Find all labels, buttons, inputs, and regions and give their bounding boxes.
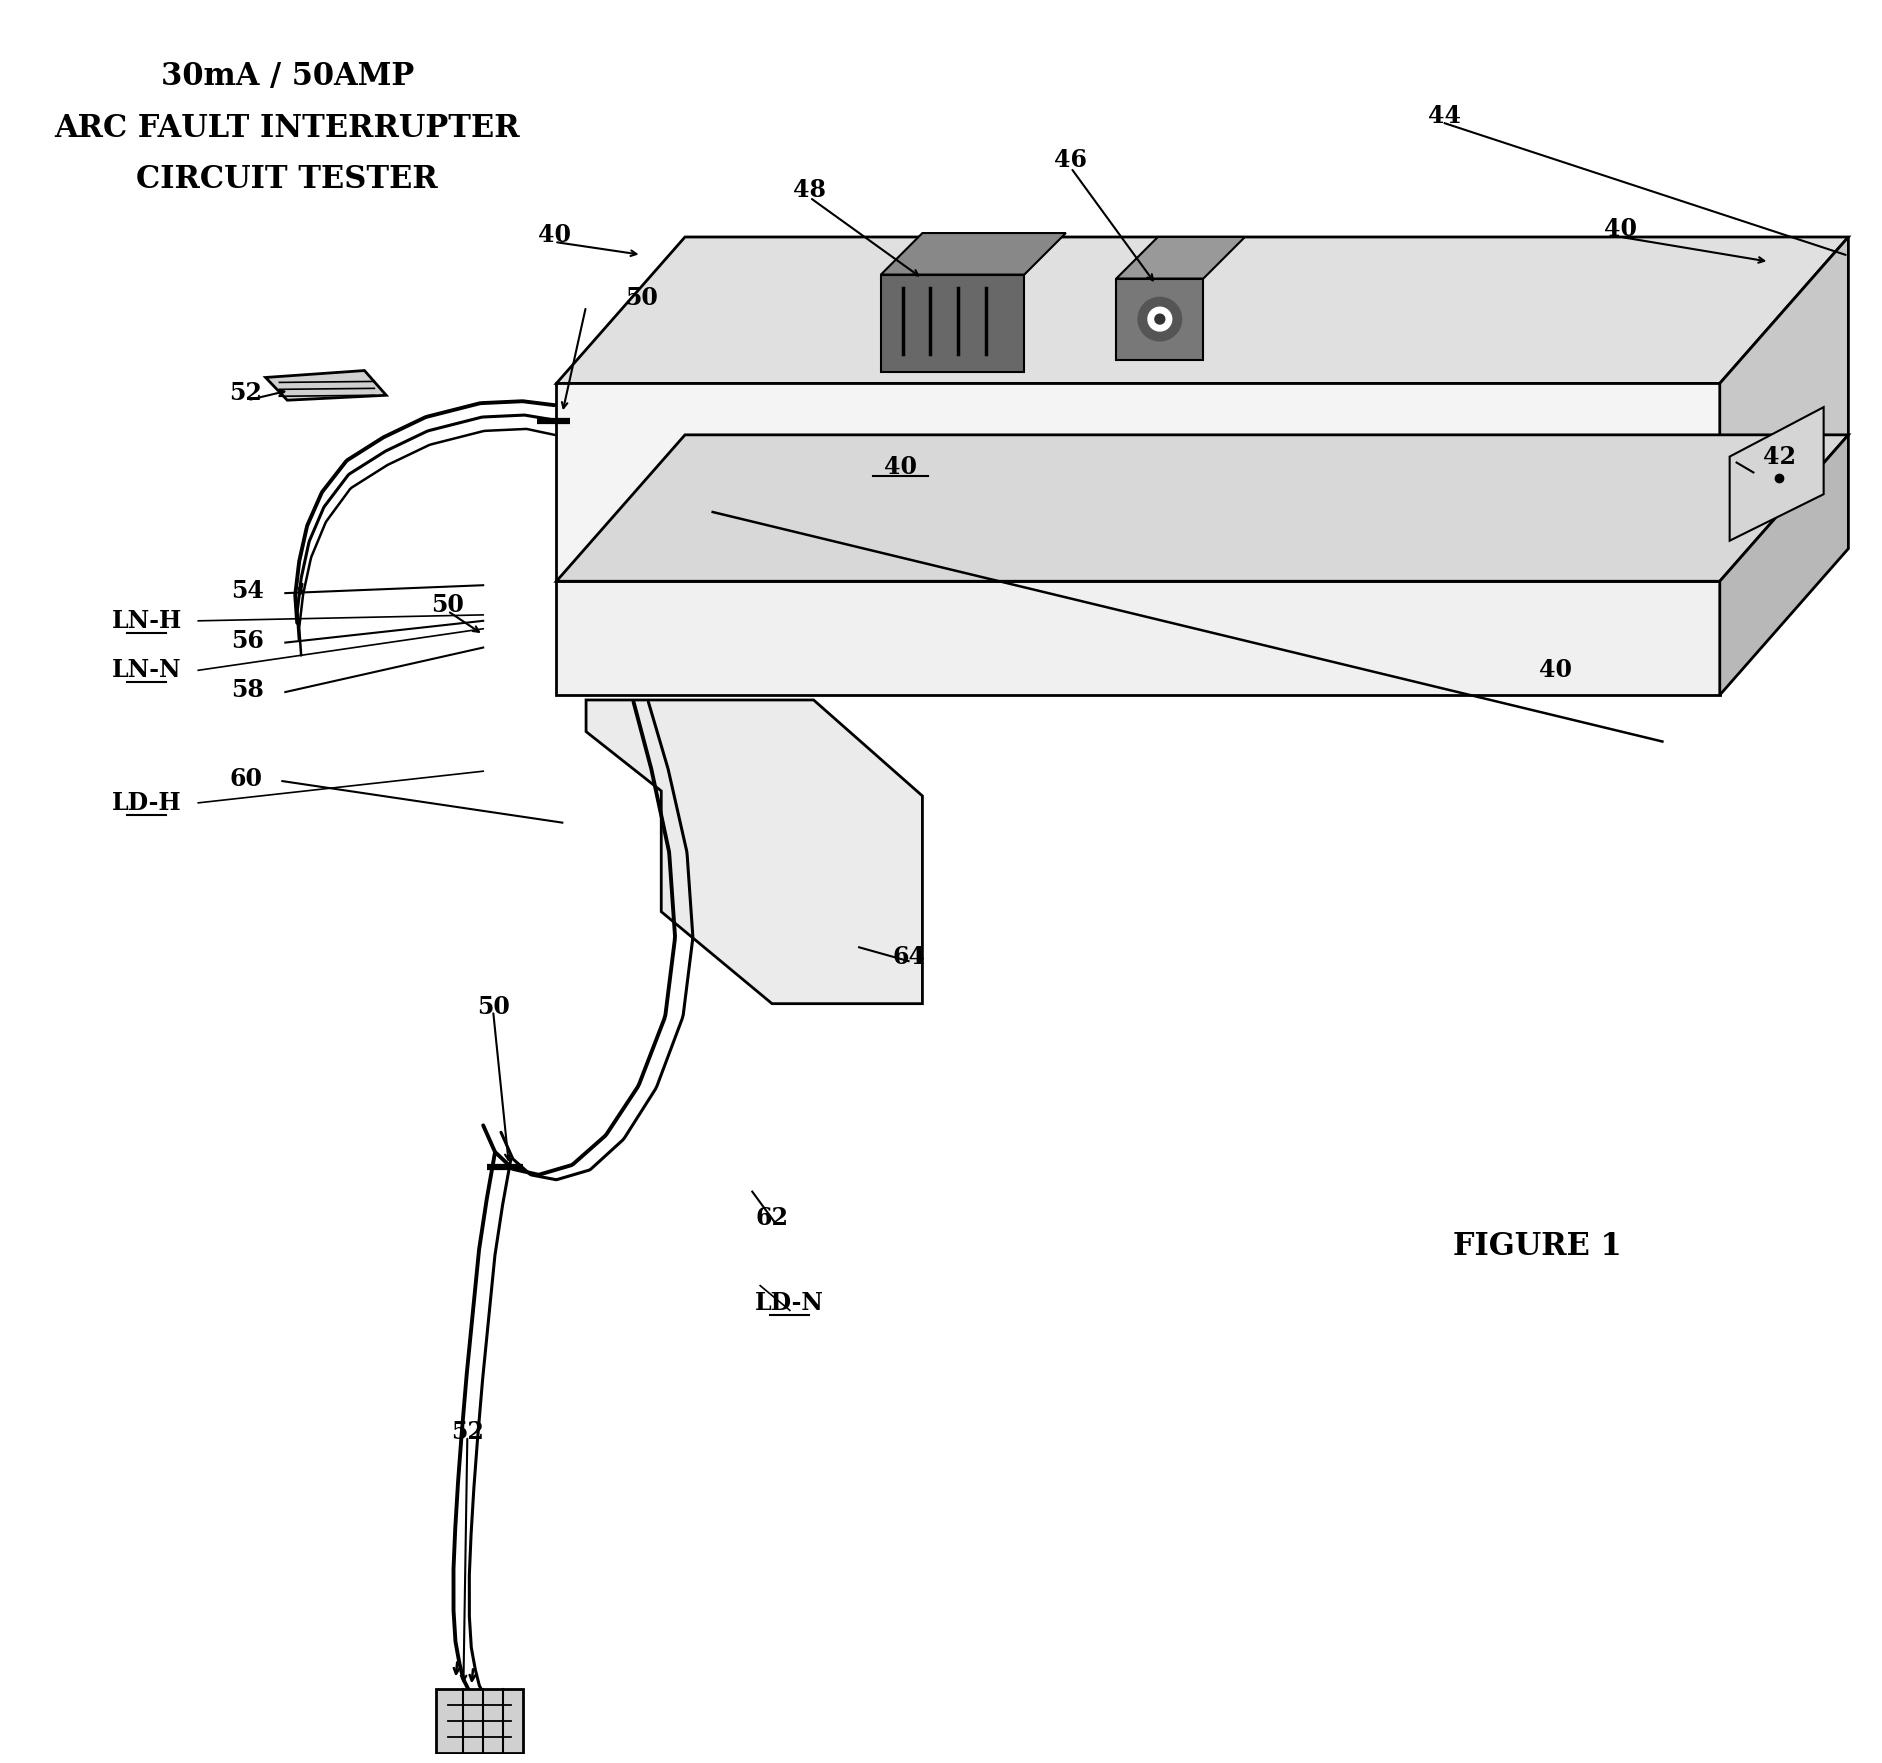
Text: 58: 58 (231, 679, 263, 702)
Text: 62: 62 (755, 1206, 789, 1231)
Polygon shape (555, 236, 1848, 383)
Polygon shape (1718, 435, 1848, 695)
Polygon shape (265, 370, 386, 400)
Text: 44: 44 (1427, 104, 1460, 129)
Polygon shape (555, 435, 1848, 582)
Circle shape (1137, 298, 1182, 340)
Text: 46: 46 (1054, 148, 1086, 171)
Text: 40: 40 (885, 455, 917, 478)
Text: LN-H: LN-H (111, 608, 183, 633)
Circle shape (1154, 314, 1165, 324)
Text: 40: 40 (1603, 217, 1637, 242)
Polygon shape (555, 383, 1718, 582)
Text: 40: 40 (1538, 658, 1571, 682)
Text: 42: 42 (1762, 444, 1795, 469)
Text: CIRCUIT TESTER: CIRCUIT TESTER (136, 164, 439, 196)
Polygon shape (881, 275, 1024, 372)
Text: 52: 52 (450, 1419, 484, 1444)
Text: LD-N: LD-N (755, 1292, 824, 1315)
Polygon shape (1116, 279, 1203, 360)
Polygon shape (555, 582, 1718, 695)
Polygon shape (1116, 236, 1244, 279)
Text: 40: 40 (538, 222, 570, 247)
Text: 50: 50 (625, 286, 657, 310)
Text: 50: 50 (431, 592, 463, 617)
Circle shape (1148, 307, 1171, 331)
Text: 56: 56 (231, 629, 263, 652)
Polygon shape (585, 700, 922, 1003)
Text: 64: 64 (892, 945, 924, 970)
Text: 52: 52 (230, 381, 262, 405)
Polygon shape (435, 1689, 523, 1752)
Text: LD-H: LD-H (111, 792, 181, 815)
Text: 30mA / 50AMP: 30mA / 50AMP (160, 62, 414, 92)
Text: LN-N: LN-N (111, 658, 181, 682)
Polygon shape (1730, 407, 1822, 541)
Text: 60: 60 (230, 767, 262, 792)
Text: 54: 54 (231, 580, 263, 603)
Polygon shape (881, 233, 1065, 275)
Text: 48: 48 (792, 178, 826, 201)
Text: ARC FAULT INTERRUPTER: ARC FAULT INTERRUPTER (55, 113, 519, 143)
Text: 50: 50 (476, 994, 510, 1019)
Polygon shape (1718, 236, 1848, 582)
Text: FIGURE 1: FIGURE 1 (1451, 1231, 1620, 1262)
